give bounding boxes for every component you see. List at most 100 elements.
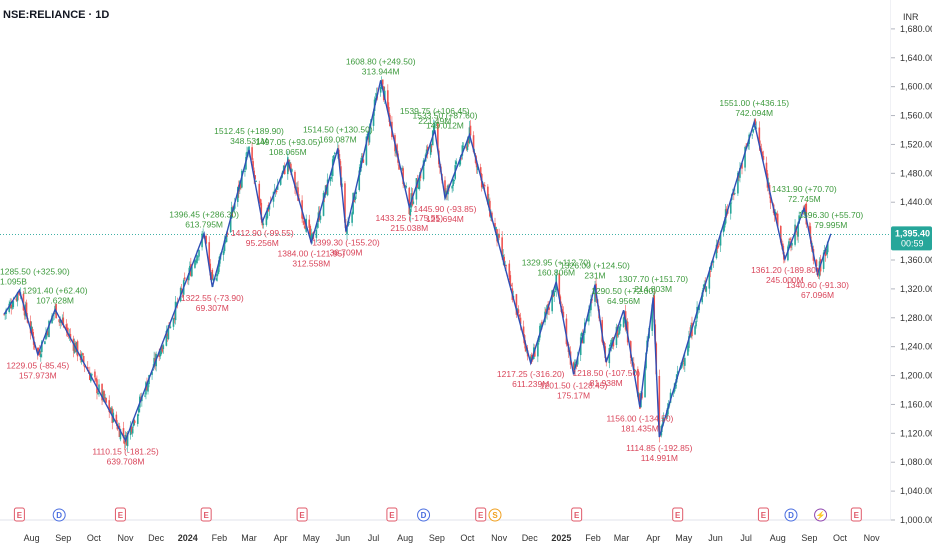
candle-body bbox=[430, 146, 433, 148]
candle-body bbox=[302, 215, 304, 220]
candle-body bbox=[733, 193, 735, 195]
time-tick-label: Mar bbox=[614, 533, 630, 543]
candle-body bbox=[329, 177, 332, 182]
pivot-label: 639.708M bbox=[107, 456, 145, 466]
earnings-event-icon bbox=[757, 507, 769, 522]
pivot-label: 107.628M bbox=[36, 296, 74, 306]
candle-body bbox=[729, 202, 732, 214]
pivot-label: 1290.50 (+72.00) bbox=[591, 286, 656, 296]
candle-body bbox=[3, 313, 5, 315]
candle-body bbox=[265, 216, 268, 225]
time-axis: Aug Sep Oct Nov Dec 2024 Feb Mar Apr May Jun Jul Aug… bbox=[24, 533, 880, 543]
time-tick-label: Aug bbox=[397, 533, 413, 543]
earnings-event-icon bbox=[850, 507, 862, 522]
pivot-label: 1399.30 (-155.20) bbox=[312, 238, 380, 248]
candle-body bbox=[102, 391, 104, 400]
candle-body bbox=[758, 127, 761, 145]
candle-body bbox=[709, 271, 712, 273]
candle-body bbox=[133, 420, 136, 423]
candle-body bbox=[433, 123, 436, 129]
candle-body bbox=[132, 418, 135, 427]
candle-body bbox=[97, 392, 99, 394]
candle-body bbox=[548, 307, 550, 310]
event-letter: S bbox=[492, 511, 498, 520]
time-tick-label: Jul bbox=[368, 533, 380, 543]
candle-body bbox=[788, 241, 790, 247]
candle-body bbox=[509, 275, 512, 287]
candle-body bbox=[123, 440, 126, 444]
pivot-label: 36.709M bbox=[329, 248, 362, 258]
time-tick-label: Nov bbox=[864, 533, 881, 543]
candle-body bbox=[615, 326, 618, 345]
candle-body bbox=[48, 320, 50, 338]
candle-body bbox=[103, 390, 105, 400]
pivot-label: 1326.00 (+124.50) bbox=[560, 261, 630, 271]
pivot-label: 95.256M bbox=[246, 238, 279, 248]
pivot-label: 312.558M bbox=[292, 259, 330, 269]
pivot-label: 114.991M bbox=[641, 453, 678, 463]
candle-body bbox=[551, 290, 553, 312]
candle-body bbox=[723, 223, 726, 228]
pivot-label: 108.065M bbox=[269, 147, 307, 157]
candle-body bbox=[408, 187, 411, 215]
event-letter: E bbox=[574, 511, 580, 520]
candle-body bbox=[815, 259, 818, 267]
time-tick-label: Oct bbox=[460, 533, 475, 543]
symbol-title: NSE:RELIANCE · 1D bbox=[3, 9, 109, 21]
candle-body bbox=[275, 190, 278, 193]
pivot-label: 1340.60 (-91.30) bbox=[786, 280, 849, 290]
pivot-label: 231M bbox=[584, 271, 605, 281]
candle-body bbox=[638, 393, 640, 400]
pivot-label: 69.307M bbox=[196, 303, 229, 313]
candle-body bbox=[290, 163, 292, 173]
candle-body bbox=[130, 426, 133, 433]
pivot-label: 121.694M bbox=[426, 214, 464, 224]
candle-body bbox=[462, 146, 465, 147]
candle-body bbox=[540, 324, 542, 329]
candle-body bbox=[59, 319, 62, 323]
candle-body bbox=[147, 382, 149, 392]
earnings-event-icon bbox=[386, 507, 398, 522]
candle-body bbox=[361, 156, 364, 158]
candle-body bbox=[674, 385, 677, 387]
candle-body bbox=[175, 302, 178, 305]
price-tick-label: 1,160.00 bbox=[900, 399, 932, 409]
candle-body bbox=[483, 185, 486, 187]
candle-body bbox=[417, 186, 420, 190]
candle-body bbox=[210, 272, 213, 279]
candle-body bbox=[118, 425, 121, 438]
pivot-label: 157.973M bbox=[19, 371, 57, 381]
candle-body bbox=[703, 284, 706, 287]
candle-body bbox=[774, 211, 777, 215]
candle-body bbox=[205, 236, 207, 244]
dividend-event-icon bbox=[52, 508, 66, 522]
candle-body bbox=[741, 162, 743, 169]
candle-body bbox=[296, 187, 298, 189]
candle-body bbox=[146, 382, 148, 391]
candle-body bbox=[362, 159, 365, 163]
candle-body bbox=[658, 376, 661, 437]
price-axis-panel[interactable] bbox=[891, 0, 932, 550]
candle-body bbox=[824, 248, 827, 257]
candle-body bbox=[333, 152, 336, 154]
time-tick-label: Aug bbox=[24, 533, 40, 543]
pivot-label: 81.938M bbox=[590, 378, 623, 388]
candle-body bbox=[217, 264, 220, 274]
candle-body bbox=[676, 371, 679, 374]
candle-body bbox=[644, 367, 646, 398]
candle-body bbox=[81, 353, 84, 355]
pivot-label: 1114.85 (-192.85) bbox=[626, 443, 692, 453]
event-letter: E bbox=[203, 511, 209, 520]
candle-body bbox=[16, 292, 19, 302]
candle-body bbox=[717, 246, 720, 247]
candle-body bbox=[89, 372, 91, 380]
candle-body bbox=[432, 125, 435, 132]
candle-body bbox=[712, 260, 715, 263]
candle-body bbox=[229, 215, 232, 233]
candle-body bbox=[809, 226, 812, 239]
candle-body bbox=[534, 349, 536, 357]
candle-body bbox=[524, 344, 527, 352]
candle-body bbox=[225, 235, 228, 243]
